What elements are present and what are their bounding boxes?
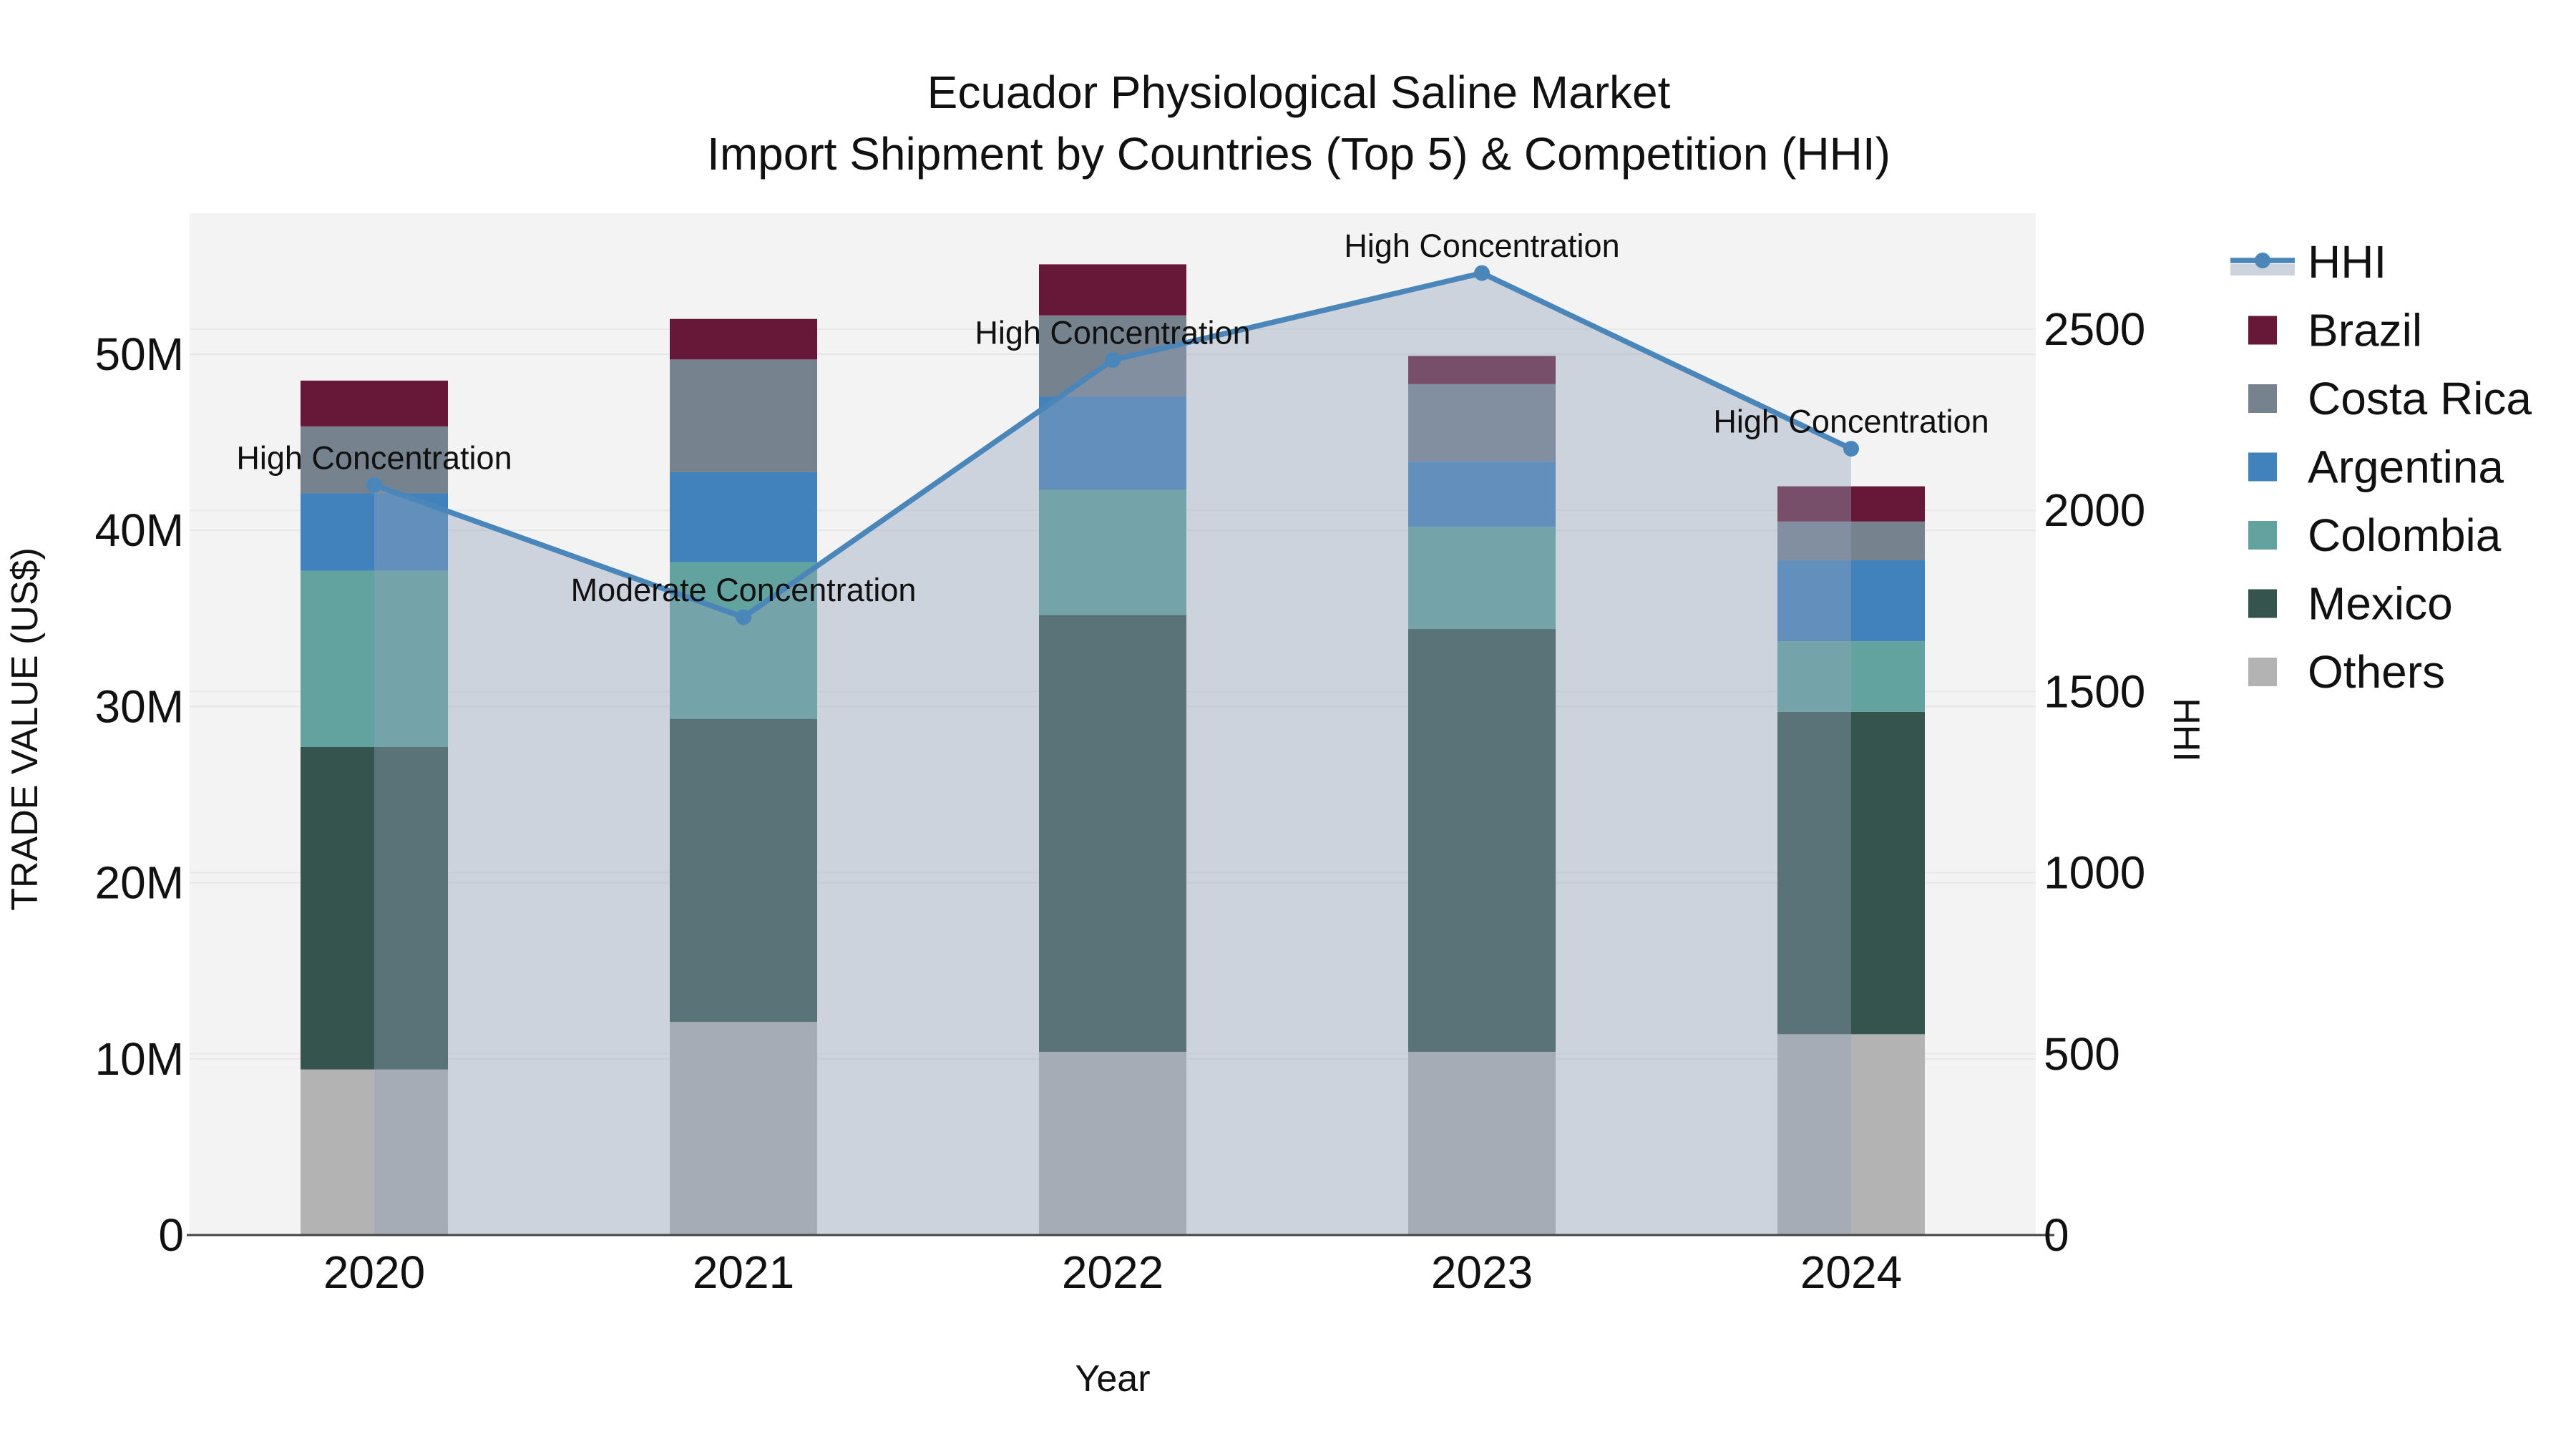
hhi-marker-2021[interactable]	[736, 609, 751, 625]
x-tick-label-2023: 2023	[1431, 1246, 1533, 1298]
legend-label: Brazil	[2308, 305, 2422, 356]
bar-segment-others-2020[interactable]	[301, 1069, 448, 1235]
hhi-marker-2024[interactable]	[1843, 441, 1859, 457]
legend-swatch-brazil	[2248, 316, 2277, 345]
annotation-2024: High Concentration	[1713, 404, 1989, 440]
y-tick-label: 30M	[95, 680, 185, 732]
legend-item-hhi[interactable]: HHI	[2230, 236, 2386, 288]
bar-segment-brazil-2024[interactable]	[1777, 486, 1925, 522]
bar-segment-costa-rica-2021[interactable]	[670, 359, 817, 472]
bar-segment-mexico-2023[interactable]	[1408, 629, 1556, 1052]
y-tick-label: 50M	[95, 328, 185, 380]
bar-segment-mexico-2022[interactable]	[1039, 615, 1186, 1052]
y2-tick-label: 2500	[2044, 303, 2145, 355]
legend-swatch-argentina	[2248, 452, 2277, 482]
y2-tick-label: 500	[2044, 1028, 2120, 1080]
legend-item-brazil[interactable]: Brazil	[2248, 305, 2422, 356]
bar-segment-colombia-2021[interactable]	[670, 562, 817, 719]
legend-swatch-others	[2248, 658, 2277, 686]
bar-segment-costa-rica-2024[interactable]	[1777, 521, 1925, 561]
bar-segment-argentina-2023[interactable]	[1408, 462, 1556, 527]
hhi-marker-2020[interactable]	[366, 477, 382, 493]
bar-segment-others-2023[interactable]	[1408, 1051, 1556, 1235]
legend-label: Mexico	[2308, 578, 2453, 630]
bar-segment-colombia-2024[interactable]	[1777, 641, 1925, 712]
y-tick-label: 40M	[95, 504, 185, 556]
x-tick-label-2021: 2021	[693, 1246, 794, 1298]
x-axis-title: Year	[1075, 1358, 1150, 1400]
legend-item-colombia[interactable]: Colombia	[2248, 509, 2502, 561]
annotation-2023: High Concentration	[1344, 228, 1619, 264]
legend-item-mexico[interactable]: Mexico	[2248, 578, 2453, 630]
legend-item-costa-rica[interactable]: Costa Rica	[2248, 373, 2532, 424]
hhi-marker-2023[interactable]	[1474, 265, 1490, 281]
plot-area: 0 10M 20M 30M 40M 50M 0 500 1000 1500 2000 2500 2020…	[95, 213, 2145, 1298]
legend-swatch-colombia	[2248, 521, 2277, 550]
y2-tick-label: 2000	[2044, 484, 2145, 536]
bar-segment-brazil-2022[interactable]	[1039, 264, 1186, 316]
bar-segment-brazil-2020[interactable]	[301, 380, 448, 426]
bar-segment-others-2021[interactable]	[670, 1022, 817, 1235]
legend-label: Costa Rica	[2308, 373, 2532, 424]
chart-title: Ecuador Physiological Saline Market	[927, 67, 1671, 118]
y2-axis-title: HHI	[2165, 698, 2207, 762]
legend: HHI Brazil Costa Rica Argentina Colombia Mexi…	[2230, 236, 2532, 698]
x-tick-label-2022: 2022	[1062, 1246, 1163, 1298]
bar-segment-mexico-2020[interactable]	[301, 747, 448, 1070]
legend-item-argentina[interactable]: Argentina	[2248, 441, 2504, 493]
x-tick-label-2024: 2024	[1800, 1246, 1902, 1298]
hhi-area-fill	[374, 273, 1851, 1236]
y-tick-label: 0	[158, 1209, 184, 1261]
bar-segment-colombia-2020[interactable]	[301, 570, 448, 748]
legend-label: Colombia	[2308, 509, 2502, 561]
y2-tick-label: 0	[2044, 1209, 2069, 1261]
annotation-2020: High Concentration	[236, 439, 512, 476]
bar-segment-others-2022[interactable]	[1039, 1051, 1186, 1235]
legend-label: Others	[2308, 646, 2445, 698]
legend-hhi-band	[2230, 264, 2295, 275]
bar-segment-costa-rica-2023[interactable]	[1408, 384, 1556, 462]
x-tick-label-2020: 2020	[323, 1246, 425, 1298]
chart-subtitle: Import Shipment by Countries (Top 5) & C…	[707, 128, 1890, 180]
bar-segment-colombia-2022[interactable]	[1039, 489, 1186, 615]
bar-segment-brazil-2021[interactable]	[670, 318, 817, 360]
bar-segment-others-2024[interactable]	[1777, 1034, 1925, 1235]
y-tick-label: 20M	[95, 857, 185, 909]
bar-segment-argentina-2021[interactable]	[670, 472, 817, 562]
bar-segment-brazil-2023[interactable]	[1408, 356, 1556, 384]
legend-hhi-marker-icon	[2255, 253, 2270, 268]
y-tick-label: 10M	[95, 1033, 185, 1085]
y2-tick-label: 1000	[2044, 847, 2145, 899]
legend-label: HHI	[2308, 236, 2386, 288]
legend-item-others[interactable]: Others	[2248, 646, 2445, 698]
legend-swatch-mexico	[2248, 589, 2277, 618]
y2-tick-label: 1500	[2044, 665, 2145, 717]
bar-segment-colombia-2023[interactable]	[1408, 527, 1556, 630]
bar-segment-mexico-2024[interactable]	[1777, 711, 1925, 1035]
bar-segment-argentina-2024[interactable]	[1777, 560, 1925, 642]
annotation-2021: Moderate Concentration	[571, 572, 917, 608]
y-axis-title: TRADE VALUE (US$)	[4, 547, 46, 911]
legend-swatch-costa-rica	[2248, 384, 2277, 413]
annotation-2022: High Concentration	[975, 315, 1250, 351]
bar-segment-argentina-2022[interactable]	[1039, 396, 1186, 490]
legend-label: Argentina	[2308, 441, 2504, 493]
bar-segment-mexico-2021[interactable]	[670, 718, 817, 1023]
hhi-marker-2022[interactable]	[1105, 352, 1121, 369]
bar-segment-argentina-2020[interactable]	[301, 493, 448, 571]
